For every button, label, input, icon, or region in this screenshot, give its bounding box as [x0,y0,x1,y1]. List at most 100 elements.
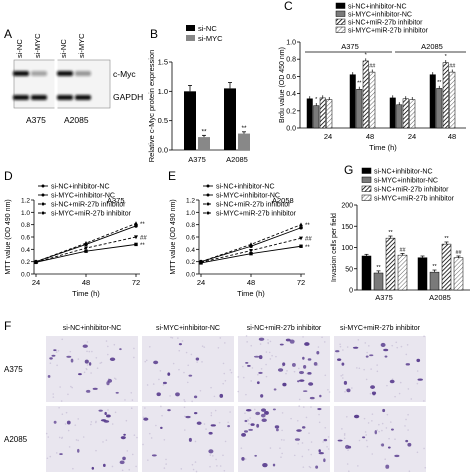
membrane-pore [126,450,129,452]
invading-cell [91,466,95,470]
membrane-pore [131,453,134,456]
invading-cell [405,363,411,366]
invading-cell [241,457,245,461]
significance-mark: ** [388,230,393,236]
invading-cell [307,358,312,361]
membrane-pore [64,423,67,425]
invading-cell [255,411,261,416]
membrane-pore [185,351,188,354]
membrane-pore [305,416,308,419]
membrane-pore [386,413,389,416]
membrane-pore [75,439,78,441]
membrane-pore [201,361,203,363]
invading-cell [256,381,260,385]
cell-label-a2085: A2085 [64,115,89,125]
membrane-pore [237,376,240,378]
membrane-pore [322,441,324,443]
invading-cell [260,408,267,412]
significance-mark: ** [140,222,145,228]
invading-cell [59,453,63,456]
legend-label: si-NC+miR-27b inhibitor [348,20,423,27]
legend-label: si-MYC+miR-27b inhibitor [348,28,429,35]
membrane-pore [269,447,272,449]
membrane-pore [227,421,229,424]
invading-cell [260,394,264,398]
membrane-pore [280,438,283,441]
invading-cell [195,357,200,361]
membrane-pore [237,390,240,393]
invading-cell [175,392,180,397]
invading-cell [272,463,276,467]
invading-cell [70,358,74,363]
membrane-pore [400,345,403,348]
bar [429,271,440,291]
legend-label: si-NC+inhibitor-NC [51,184,110,191]
membrane-pore [340,374,343,377]
invading-cell [315,465,319,469]
legend-swatch [335,18,346,25]
membrane-pore [308,432,310,434]
invading-cell [210,424,216,427]
invading-cell [416,358,421,363]
membrane-pore [394,395,396,398]
membrane-pore [396,346,399,349]
membrane-pore [229,411,231,413]
invading-cell [106,414,111,418]
legend-label: si-MYC+miR-27b inhibitor [51,211,132,218]
membrane-pore [244,458,247,460]
invading-cell [193,395,198,399]
invading-cell [153,360,159,365]
invading-cell [394,454,400,458]
membrane-pore [269,340,272,343]
data-point [84,249,88,253]
invading-cell [247,364,251,367]
membrane-pore [347,449,349,451]
membrane-pore [365,378,368,381]
data-point [249,248,253,253]
band-cmyc [13,71,29,76]
membrane-pore [229,369,232,371]
membrane-pore [323,341,326,343]
membrane-pore [77,418,80,420]
x-axis-label: Time (h) [369,143,397,152]
membrane-pore [378,430,380,433]
panel-g-letter: G [344,163,353,177]
membrane-pore [46,457,49,460]
y-tick-label: 1.0 [158,87,168,96]
membrane-pore [371,453,374,455]
significance-mark: ## [399,247,406,253]
invading-cell [299,370,305,375]
membrane-pore [343,432,346,435]
invading-cell [254,454,257,457]
membrane-pore [131,399,134,401]
membrane-pore [293,370,296,373]
membrane-pore [378,423,380,426]
invading-cell [301,426,306,429]
membrane-pore [77,439,79,442]
membrane-pore [302,466,305,468]
membrane-pore [280,456,282,458]
legend-swatch [186,35,195,41]
legend-marker [206,193,210,197]
invading-cell [302,390,308,393]
invading-cell [66,355,72,358]
invading-cell [370,385,375,389]
membrane-pore [142,443,144,446]
significance-mark: ** [241,125,247,132]
membrane-pore [268,351,271,354]
column-header: si-NC+inhibitor-NC [63,325,122,332]
invading-cell [78,373,82,376]
membrane-pore [148,432,151,435]
invading-cell [261,418,267,423]
membrane-pore [86,350,88,353]
legend-swatch [361,185,372,192]
membrane-pore [343,434,346,436]
significance-mark: ** [201,128,207,135]
membrane-pore [88,350,91,353]
membrane-pore [250,380,252,382]
membrane-pore [321,336,323,339]
invading-cell [383,348,389,352]
bar [326,99,333,129]
membrane-pore [90,423,92,426]
membrane-pore [376,364,378,366]
